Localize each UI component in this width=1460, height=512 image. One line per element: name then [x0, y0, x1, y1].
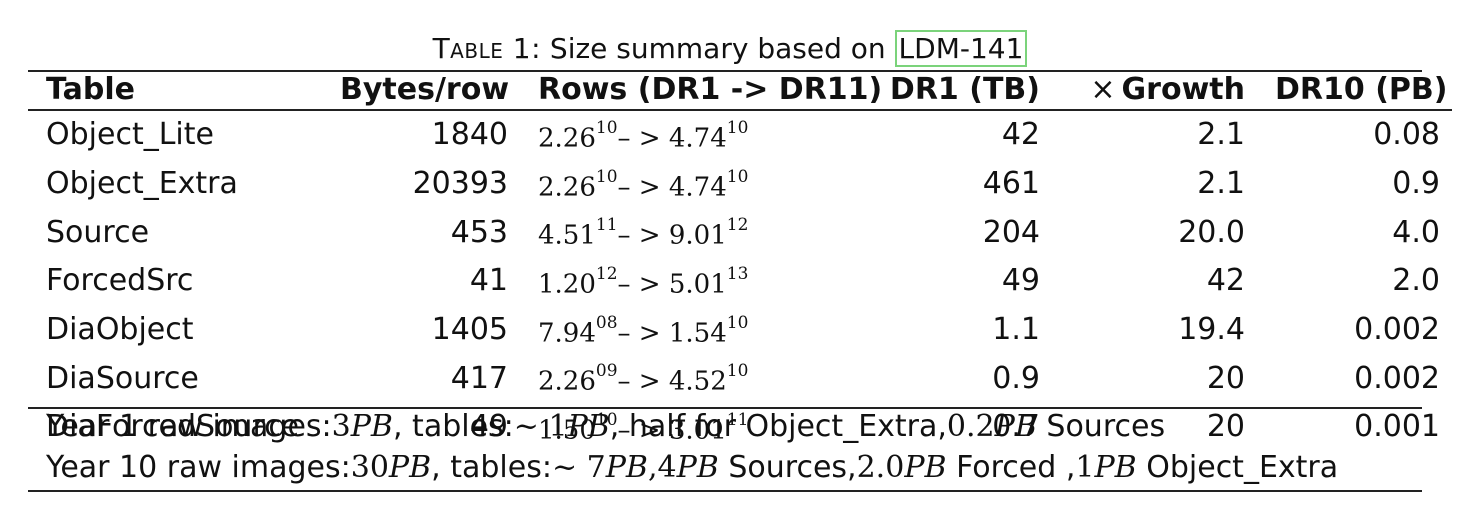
cell-dr10-pb: 4.0 [1392, 214, 1440, 250]
caption-label: Table 1: [432, 32, 542, 65]
cell-dr10-pb: 0.002 [1354, 311, 1440, 347]
table-row: DiaObject 1405 7.9408– > 1.5410 1.1 19.4 0.00… [28, 306, 1452, 355]
cell-dr10-pb: 2.0 [1392, 263, 1440, 299]
cell-dr1-tb: 461 [982, 165, 1040, 201]
header-growth: × Growth [1090, 72, 1245, 107]
cell-growth: 20 [1206, 360, 1245, 396]
header-row: Table Bytes/row Rows (DR1 -> DR11) DR1 (… [28, 71, 1452, 110]
cell-rows: 7.9408– > 1.5410 [538, 312, 749, 349]
bottom-rule [28, 490, 1422, 492]
top-rule [28, 70, 1422, 72]
cell-dr1-tb: 0.9 [992, 360, 1040, 396]
cell-rows: 2.2610– > 4.7410 [538, 166, 749, 203]
cell-growth: 19.4 [1178, 311, 1245, 347]
cell-dr1-tb: 49 [1001, 263, 1040, 299]
cell-rows: 4.5111– > 9.0112 [538, 215, 749, 251]
note-year-1: Year 1 raw images:3PB, tables:~ 1PB, hal… [46, 409, 1166, 444]
cell-table-name: Object_Extra [46, 165, 238, 201]
cell-table-name: Object_Lite [46, 117, 214, 153]
cell-dr1-tb: 42 [1001, 117, 1040, 153]
header-table: Table [46, 72, 135, 107]
table-caption: Table 1: Size summary based on LDM-141 [0, 30, 1460, 68]
cell-bytes-per-row: 453 [450, 214, 508, 250]
size-summary-table: Table Bytes/row Rows (DR1 -> DR11) DR1 (… [28, 71, 1452, 452]
cell-dr10-pb: 0.001 [1354, 409, 1440, 445]
cell-growth: 42 [1206, 263, 1245, 299]
cell-table-name: DiaObject [46, 311, 194, 347]
cell-bytes-per-row: 1840 [431, 117, 508, 153]
header-dr1-tb: DR1 (TB) [889, 72, 1040, 107]
caption-reference-link[interactable]: LDM-141 [894, 30, 1028, 67]
cell-dr10-pb: 0.9 [1392, 165, 1440, 201]
cell-bytes-per-row: 20393 [412, 165, 508, 201]
table-row: Source 453 4.5111– > 9.0112 204 20.0 4.0 [28, 208, 1452, 257]
cell-rows: 1.5010– > 3.0111 [538, 409, 749, 446]
table-row: ForcedSrc 41 1.2012– > 5.0113 49 42 2.0 [28, 257, 1452, 306]
cell-dr1-tb: 1.1 [992, 311, 1040, 347]
cell-table-name: DiaSource [46, 360, 199, 396]
cell-rows: 2.2610– > 4.7410 [538, 118, 749, 154]
cell-dr10-pb: 0.002 [1354, 360, 1440, 396]
header-dr10-pb: DR10 (PB) [1275, 72, 1448, 107]
header-rows: Rows (DR1 -> DR11) [538, 72, 883, 107]
cell-table-name: ForcedSrc [46, 263, 194, 299]
cell-growth: 2.1 [1197, 117, 1245, 153]
cell-growth: 20 [1206, 409, 1245, 445]
caption-text: Size summary based on [549, 32, 886, 65]
cell-rows: 2.2609– > 4.5210 [538, 361, 749, 397]
table-body: Object_Lite 1840 2.2610– > 4.7410 42 2.1 0.08… [28, 110, 1452, 452]
table-row: Object_Extra 20393 2.2610– > 4.7410 461 2.1 0… [28, 160, 1452, 209]
cell-bytes-per-row: 417 [450, 360, 508, 396]
note-year-10: Year 10 raw images:30PB, tables:~ 7PB,4P… [46, 450, 1339, 485]
cell-growth: 20.0 [1178, 214, 1245, 250]
cell-dr1-tb: 0.7 [992, 409, 1040, 445]
table-row: Object_Lite 1840 2.2610– > 4.7410 42 2.1 0.08 [28, 110, 1452, 160]
cell-rows: 1.2012– > 5.0113 [538, 263, 749, 300]
table-row: DiaSource 417 2.2609– > 4.5210 0.9 20 0.002 [28, 354, 1452, 403]
cell-bytes-per-row: 41 [469, 263, 508, 299]
cell-bytes-per-row: 49 [469, 409, 508, 445]
cell-growth: 2.1 [1197, 165, 1245, 201]
cell-table-name: DiaForcedSource [46, 409, 300, 445]
times-symbol: × [1090, 72, 1116, 107]
cell-table-name: Source [46, 214, 150, 250]
table-row: DiaForcedSource 49 1.5010– > 3.0111 0.7 20 0.… [28, 403, 1452, 452]
mid-rule [28, 407, 1422, 409]
header-bytes-per-row: Bytes/row [340, 72, 510, 107]
cell-bytes-per-row: 1405 [431, 311, 508, 347]
cell-dr10-pb: 0.08 [1373, 117, 1440, 153]
cell-dr1-tb: 204 [982, 214, 1040, 250]
